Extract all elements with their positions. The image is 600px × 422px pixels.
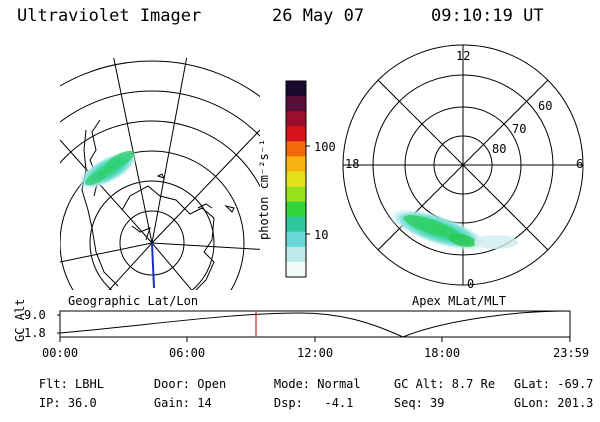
info-dsp-value: -4.1	[324, 396, 354, 410]
geo-aurora	[77, 150, 139, 190]
info-gain-value: 14	[197, 396, 212, 410]
colorbar-band	[286, 171, 306, 188]
info-door: Door: Open	[125, 366, 226, 402]
info-mode-label: Mode:	[273, 377, 311, 391]
info-door-value: Open	[197, 377, 227, 391]
info-door-label: Door:	[153, 377, 191, 391]
altitude-xticks	[57, 314, 571, 342]
colorbar-label-10: 10	[314, 228, 329, 242]
info-dsp: Dsp: -4.1	[245, 385, 354, 421]
colorbar-band	[286, 201, 306, 218]
info-seq: Seq: 39	[365, 385, 445, 421]
info-gcalt: GC Alt: 8.7 Re	[365, 366, 495, 402]
polar-aurora	[388, 208, 518, 252]
geo-panel-label: Geographic Lat/Lon	[68, 294, 199, 308]
altitude-curve	[59, 310, 571, 338]
info-gcalt-label: GC Alt:	[393, 377, 445, 391]
info-mode-value: Normal	[317, 377, 361, 391]
colorbar-band	[286, 141, 306, 157]
info-glon-value: 201.3	[557, 396, 594, 410]
info-ip-value: 36.0	[67, 396, 97, 410]
info-seq-label: Seq:	[393, 396, 423, 410]
altitude-xtick-0000: 00:00	[42, 346, 79, 360]
mlt-label-0: 0	[467, 277, 475, 291]
info-seq-value: 39	[430, 396, 445, 410]
info-glat-value: -69.7	[557, 377, 594, 391]
info-glat: GLat: -69.7	[485, 366, 593, 402]
colorbar-label-100: 100	[314, 140, 336, 154]
altitude-xtick-2359: 23:59	[553, 346, 590, 360]
colorbar-band	[286, 156, 306, 172]
colorbar-frame	[285, 80, 307, 278]
altitude-xtick-0600: 06:00	[169, 346, 206, 360]
mlt-label-12: 12	[456, 49, 471, 63]
info-flt-label: Flt:	[38, 377, 68, 391]
date-label: 26 May 07	[272, 6, 365, 26]
info-ip: IP: 36.0	[10, 385, 97, 421]
info-glon: GLon: 201.3	[485, 385, 593, 421]
colorbar-band	[286, 231, 306, 248]
colorbar-band	[286, 96, 306, 112]
info-mode: Mode: Normal	[245, 366, 361, 402]
info-flt-value: LBHL	[75, 377, 104, 391]
geo-noon-meridian	[151, 242, 155, 289]
altitude-plot-frame	[59, 310, 571, 338]
colorbar-band	[286, 81, 306, 97]
info-glat-label: GLat:	[513, 377, 551, 391]
mlt-label-18: 18	[345, 157, 360, 171]
info-dsp-label: Dsp:	[273, 396, 303, 410]
polar-plot	[342, 44, 584, 286]
altitude-xtick-1200: 12:00	[297, 346, 334, 360]
colorbar-band	[286, 186, 306, 203]
colorbar-band	[286, 216, 306, 233]
info-glon-label: GLon:	[513, 396, 551, 410]
time-label: 09:10:19 UT	[431, 6, 544, 26]
altitude-xtick-1800: 18:00	[424, 346, 461, 360]
altitude-ytick-9: 9.0	[24, 308, 46, 322]
geo-map	[60, 58, 260, 290]
mlat-label-70: 70	[512, 122, 527, 136]
mlat-label-60: 60	[538, 99, 553, 113]
info-gain-label: Gain:	[153, 396, 191, 410]
mlt-label-6: 6	[576, 157, 584, 171]
info-ip-label: IP:	[38, 396, 61, 410]
info-gcalt-value: 8.7 Re	[451, 377, 496, 391]
colorbar-band	[286, 246, 306, 263]
altitude-ytick-1-8: 1.8	[24, 326, 46, 340]
colorbar	[286, 81, 306, 278]
colorbar-unit: photon cm⁻²s⁻¹	[257, 138, 271, 240]
instrument-title: Ultraviolet Imager	[17, 6, 202, 26]
colorbar-band	[286, 126, 306, 142]
figure-graphics	[57, 44, 584, 342]
info-flt: Flt: LBHL	[10, 366, 104, 402]
uvi-display: Ultraviolet Imager 26 May 07 09:10:19 UT	[10, 6, 593, 410]
colorbar-band	[286, 111, 306, 127]
mlat-label-80: 80	[492, 142, 507, 156]
colorbar-band	[286, 261, 306, 278]
info-gain: Gain: 14	[125, 385, 212, 421]
polar-panel-label: Apex MLat/MLT	[412, 294, 506, 308]
